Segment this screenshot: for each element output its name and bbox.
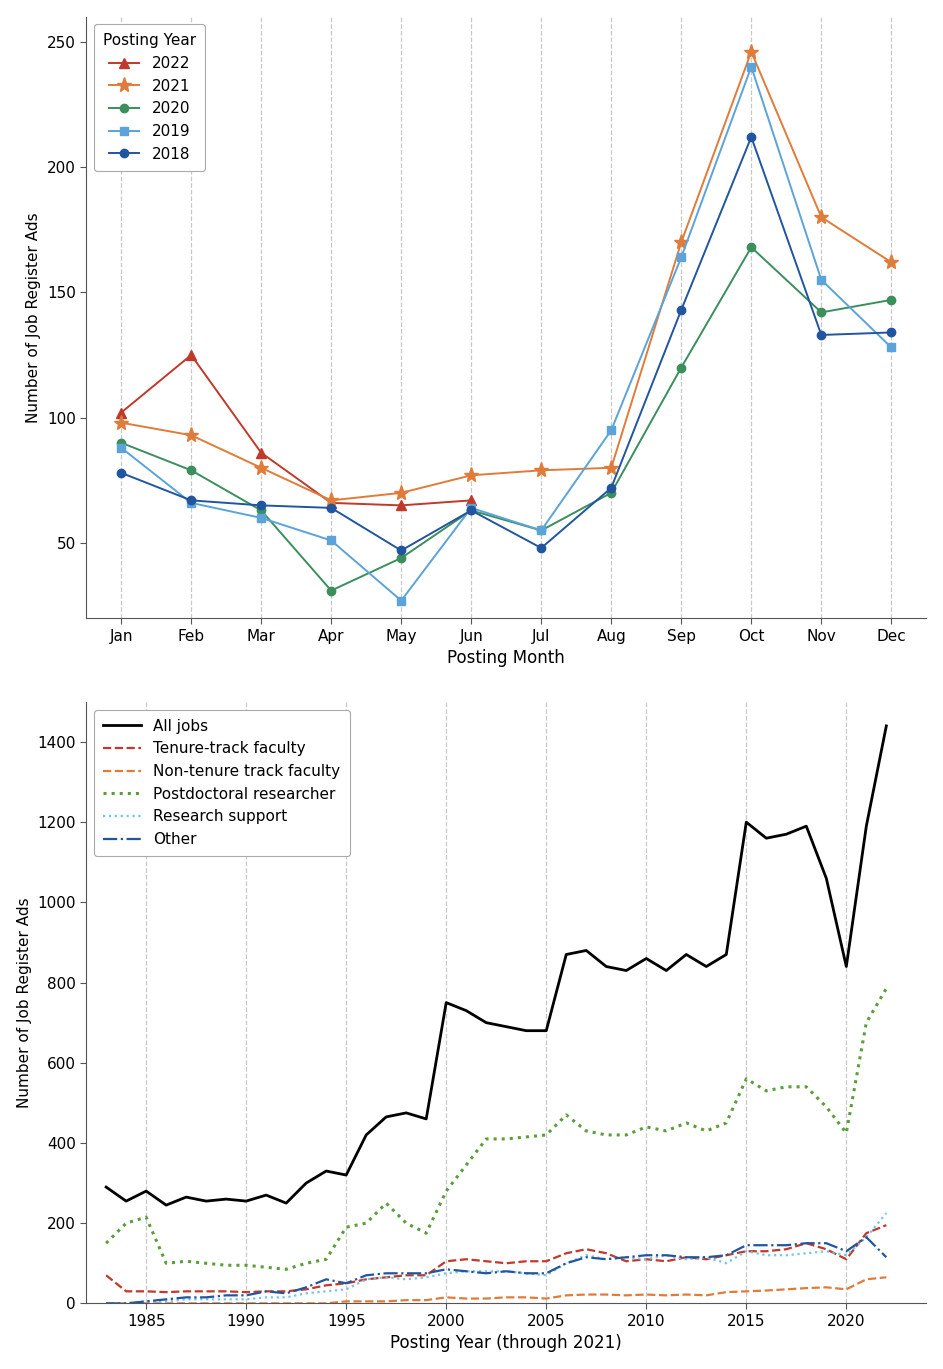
Y-axis label: Number of Job Register Ads: Number of Job Register Ads [26, 212, 41, 423]
Legend: 2022, 2021, 2020, 2019, 2018: 2022, 2021, 2020, 2019, 2018 [93, 25, 206, 171]
X-axis label: Posting Month: Posting Month [447, 649, 565, 667]
Legend: All jobs, Tenure-track faculty, Non-tenure track faculty, Postdoctoral researche: All jobs, Tenure-track faculty, Non-tenu… [93, 709, 350, 856]
X-axis label: Posting Year (through 2021): Posting Year (through 2021) [390, 1335, 622, 1353]
Y-axis label: Number of Job Register Ads: Number of Job Register Ads [17, 897, 32, 1108]
